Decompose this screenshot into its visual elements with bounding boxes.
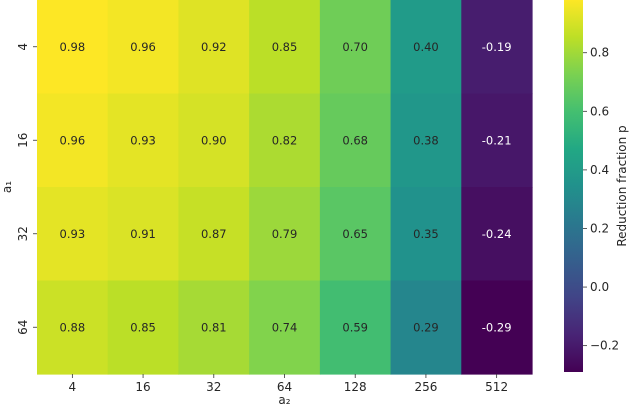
heatmap-cell (319, 280, 392, 375)
cell-value-label: 0.82 (272, 133, 298, 147)
colorbar (564, 0, 583, 372)
cell-value-label: -0.29 (482, 320, 512, 334)
y-tick-label: 32 (16, 226, 30, 241)
y-tick-label: 16 (16, 133, 30, 148)
heatmap-cell (249, 187, 321, 282)
cell-value-label: 0.96 (130, 40, 156, 54)
cell-value-label: 0.98 (60, 40, 86, 54)
y-tick-label: 64 (16, 320, 30, 335)
heatmap-cell (461, 187, 533, 282)
heatmap-cell (390, 187, 462, 282)
heatmap-cell (461, 0, 533, 95)
cell-value-label: 0.35 (413, 227, 439, 241)
cell-value-label: 0.87 (201, 227, 227, 241)
heatmap-cell (178, 187, 250, 282)
x-tick-label: 16 (135, 380, 150, 394)
heatmap-cell (390, 93, 462, 188)
cell-value-label: 0.68 (342, 133, 368, 147)
heatmap-cell (319, 93, 392, 188)
colorbar-tick-label: 0.0 (590, 280, 609, 294)
heatmap-cell (390, 280, 462, 375)
x-axis-label: a₂ (278, 393, 290, 407)
heatmap-cell (37, 187, 109, 282)
heatmap-cell (107, 187, 180, 282)
cell-value-label: 0.92 (201, 40, 227, 54)
heatmap-cell (37, 280, 109, 375)
heatmap-cell (390, 0, 462, 95)
colorbar-label: Reduction fraction p (615, 125, 629, 246)
heatmap-cell (107, 280, 180, 375)
cell-value-label: 0.29 (413, 320, 439, 334)
heatmap-cell (37, 93, 109, 188)
x-tick-label: 64 (277, 380, 292, 394)
cell-value-label: 0.91 (130, 227, 156, 241)
cell-value-label: 0.74 (272, 320, 298, 334)
heatmap-cell (37, 0, 109, 95)
cell-value-label: 0.38 (413, 133, 439, 147)
colorbar-tick-label: 0.8 (590, 46, 609, 60)
heatmap-cell (107, 93, 180, 188)
x-tick-label: 32 (206, 380, 221, 394)
x-tick-label: 512 (485, 380, 508, 394)
cell-value-label: 0.65 (342, 227, 368, 241)
heatmap-cell (319, 0, 392, 95)
colorbar-tick-label: 0.6 (590, 104, 609, 118)
cell-value-label: 0.59 (342, 320, 368, 334)
colorbar-tick-label: 0.2 (590, 221, 609, 235)
heatmap-cell (107, 0, 180, 95)
cell-value-label: -0.21 (482, 133, 512, 147)
heatmap-cell (249, 93, 321, 188)
cell-value-label: 0.85 (130, 320, 156, 334)
cell-value-label: 0.90 (201, 133, 227, 147)
cell-value-label: 0.93 (60, 227, 86, 241)
colorbar-tick-label: −0.2 (590, 339, 619, 353)
heatmap-cell (249, 0, 321, 95)
cell-value-label: 0.96 (60, 133, 86, 147)
cell-value-label: -0.24 (482, 227, 512, 241)
cell-value-label: 0.70 (342, 40, 368, 54)
cell-value-label: 0.88 (60, 320, 86, 334)
cell-value-label: 0.40 (413, 40, 439, 54)
heatmap-cell (178, 93, 250, 188)
heatmap-cell (249, 280, 321, 375)
x-tick-label: 4 (69, 380, 77, 394)
cell-value-label: 0.93 (130, 133, 156, 147)
heatmap-cell (461, 280, 533, 375)
colorbar-tick-label: 0.4 (590, 163, 609, 177)
heatmap-cell (178, 0, 250, 95)
y-axis-label: a₁ (0, 181, 14, 193)
x-tick-label: 128 (344, 380, 367, 394)
heatmap-cell (319, 187, 392, 282)
heatmap-cell (178, 280, 250, 375)
cell-value-label: 0.79 (272, 227, 298, 241)
x-tick-label: 256 (414, 380, 437, 394)
cell-value-label: 0.81 (201, 320, 227, 334)
heatmap-cell (461, 93, 533, 188)
cell-value-label: -0.19 (482, 40, 512, 54)
y-tick-label: 4 (16, 43, 30, 51)
cell-value-label: 0.85 (272, 40, 298, 54)
